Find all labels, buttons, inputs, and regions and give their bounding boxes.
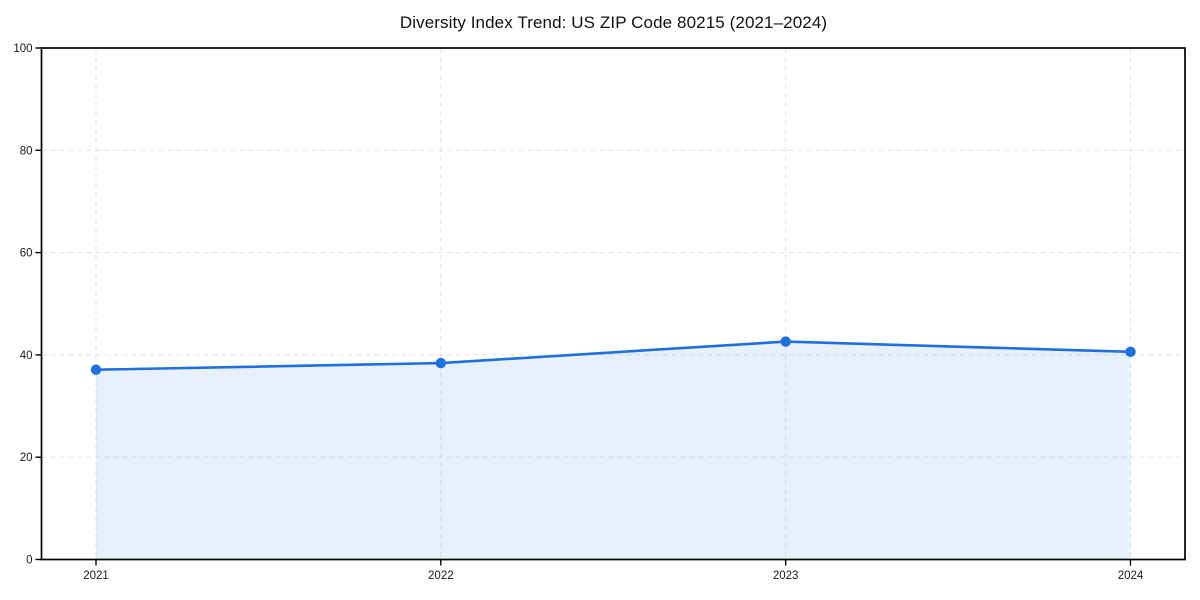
y-tick-label: 20 [20,452,33,464]
chart-title: Diversity Index Trend: US ZIP Code 80215… [399,13,828,32]
x-tick-label: 2021 [83,570,109,582]
x-tick-label: 2022 [428,570,454,582]
data-point-marker [90,364,102,375]
y-tick-label: 100 [13,43,32,55]
y-tick-label: 80 [20,145,33,157]
trend-line [94,340,1132,372]
data-point-marker [1125,346,1136,358]
y-tick-label: 0 [26,555,32,567]
data-point-marker [780,336,791,347]
y-tick-label: 40 [20,350,33,362]
area-fill [96,341,1131,560]
y-tick-label: 60 [20,248,33,260]
x-tick-label: 2023 [773,570,799,582]
x-tick-label: 2024 [1118,570,1144,582]
data-point-marker [435,357,447,369]
plot-border [40,47,1186,561]
